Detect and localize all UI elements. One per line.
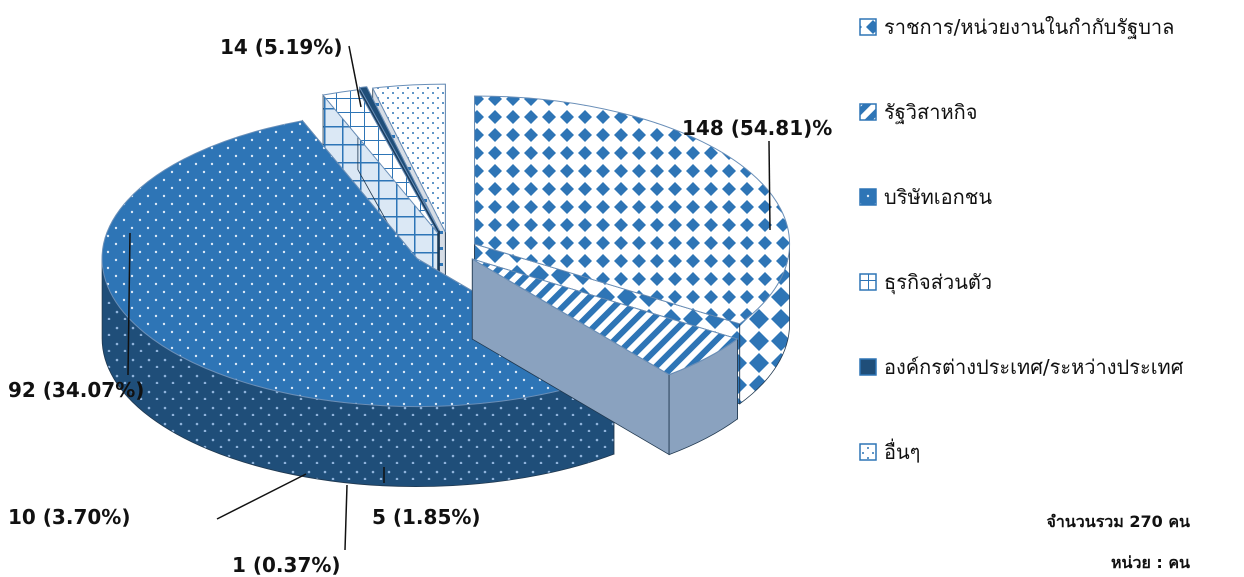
legend-swatch-0 xyxy=(859,18,877,36)
legend-label-3: ธุรกิจส่วนตัว xyxy=(884,270,992,295)
legend-swatch-3 xyxy=(859,273,877,291)
legend-label-1: รัฐวิสาหกิจ xyxy=(884,100,977,124)
pie-slice-top-1 xyxy=(472,258,739,376)
legend-label-5: อื่นๆ xyxy=(884,438,920,464)
pie-slices xyxy=(101,83,791,487)
slice-label-0: 92 (34.07%) xyxy=(8,378,144,402)
unit-note: หน่วย : คน xyxy=(1111,553,1190,572)
legend-label-4: องค์กรต่างประเทศ/ระหว่างประเทศ xyxy=(884,355,1184,379)
total-note: จำนวนรวม 270 คน xyxy=(1046,512,1190,531)
legend-item-2: บริษัทเอกชน xyxy=(859,185,992,209)
legend-swatch-2 xyxy=(859,188,877,206)
legend-swatch-4 xyxy=(859,358,877,376)
slice-label-1: 14 (5.19%) xyxy=(220,35,342,59)
legend-item-3: ธุรกิจส่วนตัว xyxy=(859,270,992,295)
leader-line-5 xyxy=(216,473,307,520)
pie-slice-top-5 xyxy=(371,83,446,233)
leader-line-0 xyxy=(127,232,131,376)
pie-slice-top-0 xyxy=(474,95,791,325)
leader-line-1 xyxy=(348,45,362,108)
legend-label-0: ราชการ/หน่วยงานในกำกับรัฐบาล xyxy=(884,15,1174,39)
legend-item-0: ราชการ/หน่วยงานในกำกับรัฐบาล xyxy=(859,15,1174,39)
legend-swatch-1 xyxy=(859,103,877,121)
legend-item-5: อื่นๆ xyxy=(859,438,920,464)
slice-label-2: 148 (54.81)% xyxy=(682,116,832,140)
slice-labels: 92 (34.07%) 14 (5.19%) 148 (54.81)% 5 (1.85… xyxy=(8,35,832,577)
pie-slice-top-4 xyxy=(358,86,440,232)
legend-swatch-5 xyxy=(859,443,877,461)
legend-item-1: รัฐวิสาหกิจ xyxy=(859,100,977,124)
leader-line-4 xyxy=(344,484,348,551)
slice-label-4: 1 (0.37%) xyxy=(232,553,341,577)
legend-item-4: องค์กรต่างประเทศ/ระหว่างประเทศ xyxy=(859,355,1184,379)
slice-label-5: 10 (3.70%) xyxy=(8,505,130,529)
legend: ราชการ/หน่วยงานในกำกับรัฐบาลรัฐวิสาหกิจบ… xyxy=(859,15,1184,464)
leader-line-2 xyxy=(768,140,771,231)
pie-slice-1 xyxy=(471,258,739,456)
legend-label-2: บริษัทเอกชน xyxy=(884,185,992,209)
slice-label-3: 5 (1.85%) xyxy=(372,505,481,529)
